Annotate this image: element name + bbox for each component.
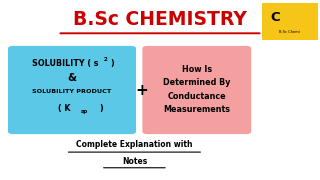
- FancyBboxPatch shape: [262, 3, 318, 40]
- Text: SOLUBILITY ( s: SOLUBILITY ( s: [32, 59, 99, 68]
- Text: sp: sp: [81, 109, 88, 114]
- Text: ): ): [99, 103, 103, 112]
- FancyBboxPatch shape: [8, 46, 136, 134]
- Text: How Is
Determined By
Conductance
Measurements: How Is Determined By Conductance Measure…: [163, 65, 230, 114]
- Text: +: +: [135, 82, 148, 98]
- Text: B.Sc Chemi: B.Sc Chemi: [279, 30, 300, 34]
- Text: ( K: ( K: [58, 103, 70, 112]
- Text: C: C: [270, 11, 280, 24]
- Text: 2: 2: [104, 57, 108, 62]
- Text: B.Sc CHEMISTRY: B.Sc CHEMISTRY: [73, 10, 247, 29]
- FancyBboxPatch shape: [142, 46, 251, 134]
- Text: &: &: [68, 73, 76, 83]
- Text: Notes: Notes: [122, 157, 147, 166]
- Text: SOLUBILITY PRODUCT: SOLUBILITY PRODUCT: [32, 89, 112, 94]
- Text: Complete Explanation with: Complete Explanation with: [76, 140, 193, 149]
- Text: ): ): [110, 59, 114, 68]
